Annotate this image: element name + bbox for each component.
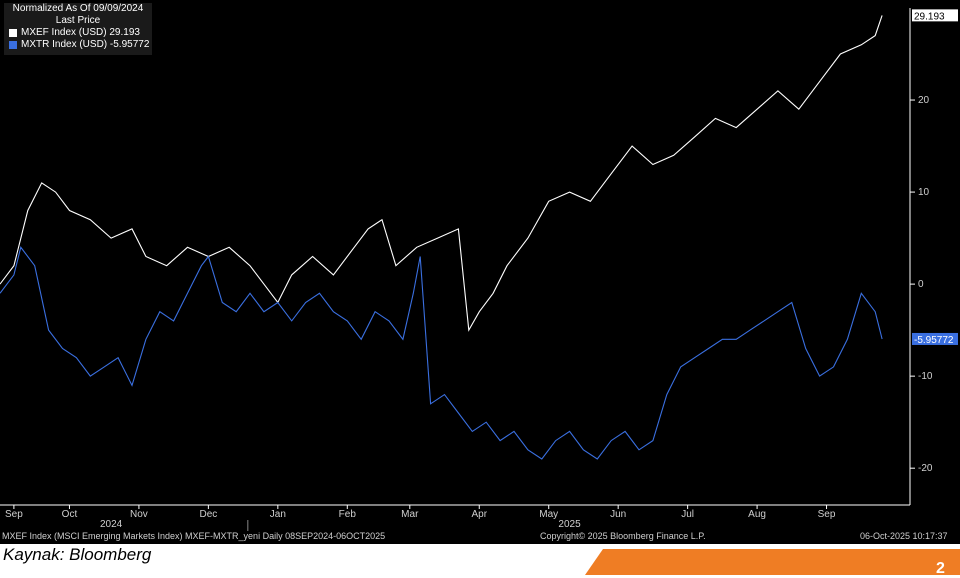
x-tick-label: Sep [818, 509, 836, 520]
series-line-0 [0, 15, 883, 332]
y-tick-label: 20 [918, 95, 930, 106]
x-year-label: 2025 [558, 519, 581, 530]
footer-copyright: Copyright© 2025 Bloomberg Finance L.P. [540, 531, 706, 541]
footer-timestamp: 06-Oct-2025 10:17:37 [860, 531, 948, 541]
x-tick-label: Nov [130, 509, 148, 520]
source-caption: Kaynak: Bloomberg [3, 545, 152, 564]
x-tick-label: Jul [681, 509, 694, 520]
last-value-tag-0: 29.193 [912, 9, 958, 22]
x-tick-label: Aug [748, 509, 766, 520]
legend-swatch-mxef [9, 29, 17, 37]
chart-axes [0, 8, 915, 531]
legend-item-mxef: MXEF Index (USD) 29.193 [4, 27, 152, 39]
series-line-1 [0, 246, 883, 460]
footer-description: MXEF Index (MSCI Emerging Markets Index)… [2, 531, 386, 541]
y-tick-label: -20 [918, 463, 933, 474]
chart-svg: 20 10 0 -10 -20 Sep Oct Nov Dec Jan Feb Mar Apr May Ju… [0, 8, 958, 531]
legend-value-mxef: 29.193 [109, 27, 140, 38]
x-tick-label: May [539, 509, 558, 520]
last-value-tag-1: -5.95772 [912, 332, 958, 346]
labels-layer: 20 10 0 -10 -20 Sep Oct Nov Dec Jan Feb Mar Apr May Ju… [5, 9, 958, 530]
legend-swatch-mxtr [9, 41, 17, 49]
x-tick-label: Oct [62, 509, 78, 520]
legend-item-mxtr: MXTR Index (USD) -5.95772 [4, 39, 152, 51]
x-tick-label: Jun [610, 509, 626, 520]
legend-label-mxef: MXEF Index (USD) [21, 27, 107, 38]
legend-label-mxtr: MXTR Index (USD) [21, 39, 108, 50]
legend: Normalized As Of 09/09/2024 Last Price M… [4, 3, 152, 55]
x-tick-label: Sep [5, 509, 23, 520]
x-tick-label: Apr [471, 509, 487, 520]
legend-header-line2: Last Price [55, 15, 101, 26]
legend-header-line1: Normalized As Of 09/09/2024 [12, 3, 144, 14]
x-tick-label: Feb [339, 509, 357, 520]
legend-value-mxtr: -5.95772 [109, 39, 150, 50]
y-tick-label: 0 [918, 279, 924, 290]
last-value-tag-bg [912, 332, 958, 345]
x-tick-label: Jan [270, 509, 286, 520]
last-value-tag-text: -5.95772 [914, 335, 954, 346]
y-tick-label: 10 [918, 187, 930, 198]
x-year-label: 2024 [100, 519, 123, 530]
chart-area: 20 10 0 -10 -20 Sep Oct Nov Dec Jan Feb Mar Apr May Ju… [0, 0, 960, 544]
x-tick-label: Mar [401, 509, 419, 520]
series-layer [0, 15, 883, 460]
y-tick-label: -10 [918, 371, 933, 382]
x-tick-label: Dec [199, 509, 217, 520]
orange-banner [585, 549, 960, 575]
last-value-tag-text: 29.193 [914, 11, 945, 22]
page-number: 2 [936, 560, 945, 577]
last-value-tag-bg [912, 9, 958, 22]
